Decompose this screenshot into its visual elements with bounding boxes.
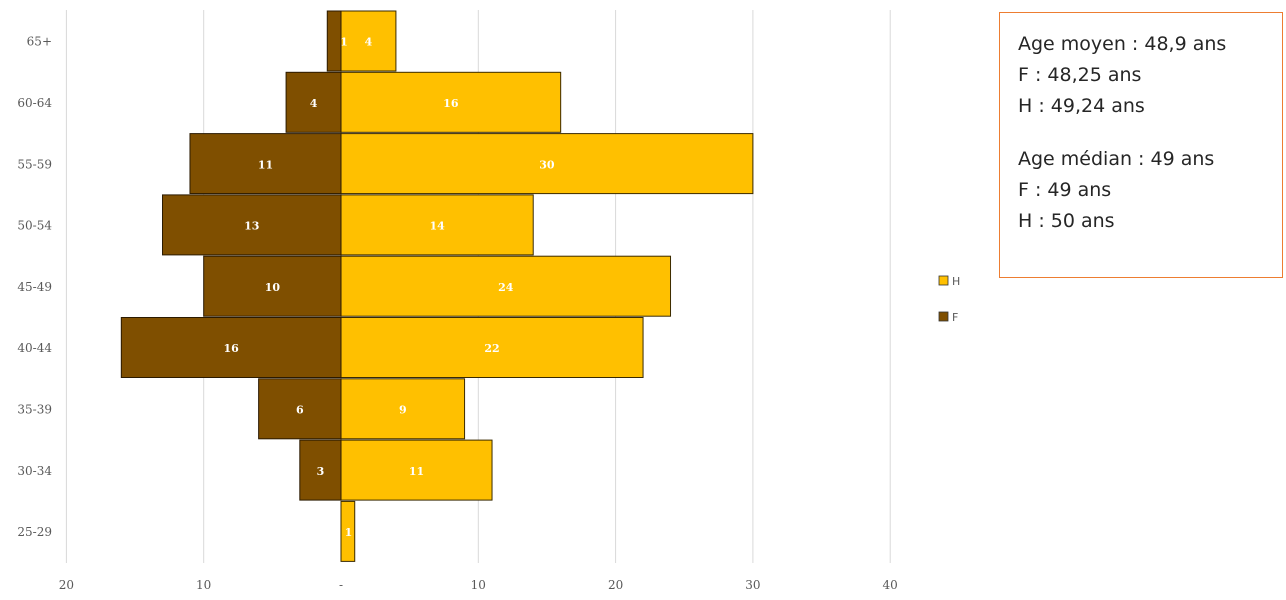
y-axis-ticks: 65+ 60-64 55-59 50-54 45-49 40-44 35-39 30-34 25… (17, 35, 52, 539)
data-label-f: 6 (296, 403, 304, 416)
age-median-line: Age médian : 49 ans (1018, 148, 1215, 170)
legend-label: F (952, 311, 958, 324)
x-tick-label: 20 (59, 578, 74, 592)
age-mean-f-line: F : 48,25 ans (1018, 64, 1142, 86)
bar-f (162, 194, 342, 256)
x-tick-label: 30 (745, 578, 760, 592)
bar-h (340, 71, 562, 133)
data-label-h: 14 (429, 220, 445, 233)
age-stats-box: Age moyen : 48,9 ans F : 48,25 ans H : 4… (999, 12, 1283, 278)
data-label-f: 13 (244, 220, 259, 233)
data-label-h: 22 (484, 342, 499, 355)
data-label-f: 4 (310, 97, 318, 110)
age-median-f-line: F : 49 ans (1018, 179, 1112, 201)
x-tick-label: 40 (883, 578, 898, 592)
legend-label: H (952, 275, 960, 288)
bar-f (120, 317, 342, 378)
bar-h (340, 500, 356, 562)
data-label-f: 1 (340, 36, 348, 49)
age-mean-h-line: H : 49,24 ans (1018, 95, 1145, 117)
y-tick-label: 65+ (27, 35, 52, 49)
legend-swatch (938, 311, 949, 322)
bars (120, 10, 754, 562)
data-label-h: 1 (345, 526, 353, 539)
bar-labels: 4 1 16 4 30 11 14 13 24 10 22 16 9 6 11 3 1 (224, 36, 555, 539)
bar-h (340, 194, 534, 256)
x-tick-label: 10 (196, 578, 211, 592)
bar-f (326, 10, 342, 72)
y-tick-label: 25-29 (17, 525, 52, 539)
bar-h (340, 255, 672, 317)
bar-f (299, 439, 342, 501)
data-label-h: 16 (443, 97, 459, 110)
y-tick-label: 35-39 (17, 402, 52, 416)
x-axis-ticks: 20 10 - 10 20 30 40 (59, 578, 898, 592)
data-label-f: 16 (224, 342, 240, 355)
bar-h (340, 439, 493, 501)
y-tick-label: 60-64 (17, 96, 52, 110)
bar-h (340, 10, 397, 72)
age-mean-line: Age moyen : 48,9 ans (1018, 33, 1227, 55)
data-label-h: 9 (399, 403, 407, 416)
bar-f (203, 255, 342, 317)
data-label-h: 30 (539, 158, 555, 171)
data-label-h: 4 (365, 36, 373, 49)
y-tick-label: 45-49 (17, 280, 52, 294)
x-tick-label: - (339, 578, 343, 592)
bar-h (340, 133, 754, 195)
legend: HF (938, 275, 960, 324)
y-tick-label: 55-59 (17, 157, 52, 171)
data-label-f: 10 (265, 281, 281, 294)
x-tick-label: 10 (471, 578, 486, 592)
x-tick-label: 20 (608, 578, 623, 592)
legend-swatch (938, 275, 949, 286)
age-median-h-line: H : 50 ans (1018, 210, 1115, 232)
bar-h (340, 317, 644, 378)
y-tick-label: 50-54 (17, 219, 52, 233)
data-label-h: 24 (498, 281, 514, 294)
bar-f (285, 71, 342, 133)
data-label-f: 11 (258, 158, 273, 171)
bar-h (340, 378, 466, 440)
bar-f (258, 378, 342, 440)
y-tick-label: 40-44 (17, 341, 52, 355)
bar-f (189, 133, 342, 195)
data-label-h: 11 (409, 465, 424, 478)
data-label-f: 3 (317, 465, 325, 478)
y-tick-label: 30-34 (17, 464, 52, 478)
